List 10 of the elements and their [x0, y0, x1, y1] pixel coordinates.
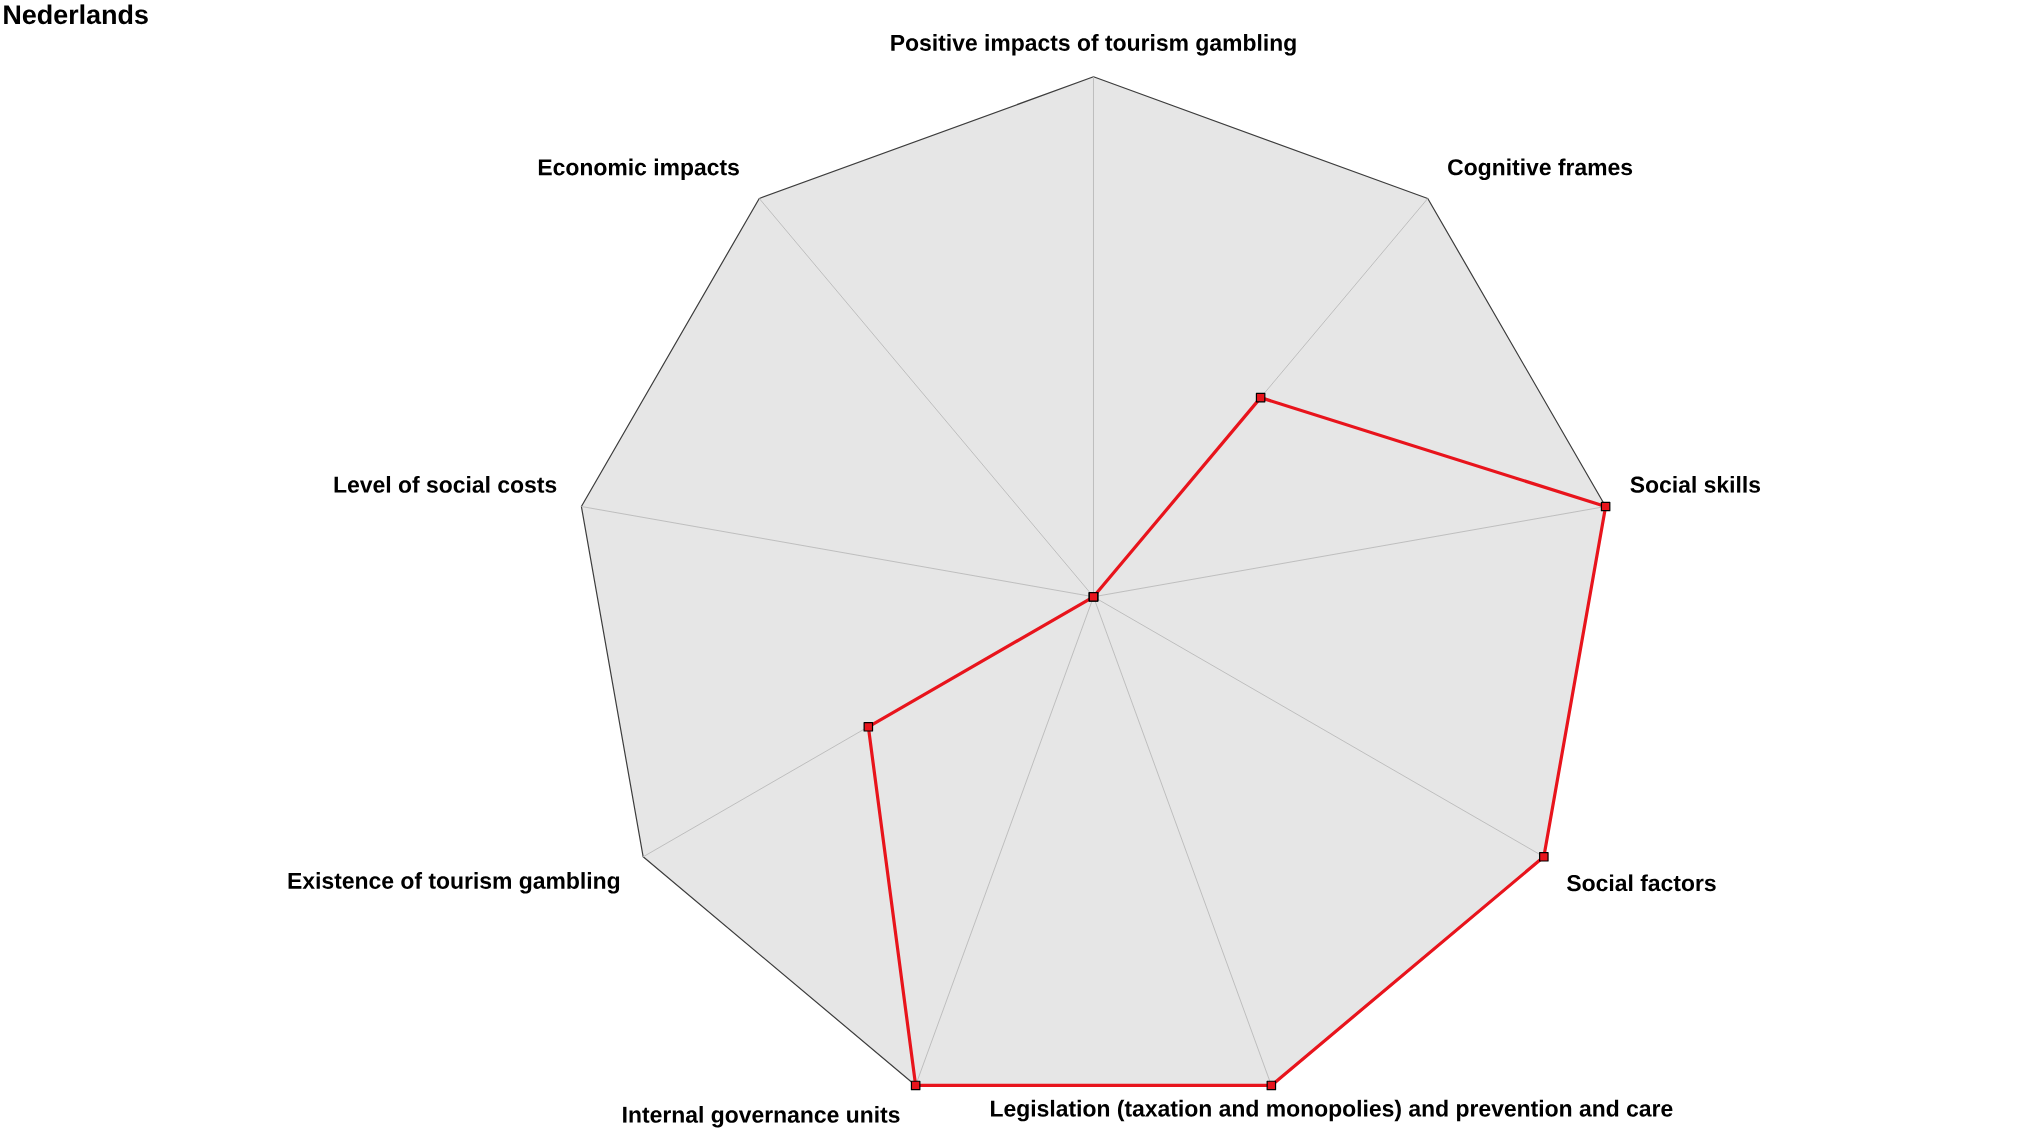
spoke-label: Social factors [1567, 874, 1716, 892]
chart-title: Nederlands [4, 4, 148, 25]
spoke-label: Legislation (taxation and monopolies) and prevention and care [991, 1099, 1673, 1122]
spoke-label: Social skills [1630, 476, 1761, 493]
spoke-label: Positive impacts of tourism gambling [891, 34, 1296, 56]
spoke-label: Economic impacts [538, 158, 739, 180]
spoke-label: Level of social costs [334, 476, 557, 493]
spoke-label: Existence of tourism gambling [288, 872, 620, 894]
spoke-label: Cognitive frames [1448, 158, 1633, 180]
spoke-label: Internal governance units [623, 1106, 900, 1128]
